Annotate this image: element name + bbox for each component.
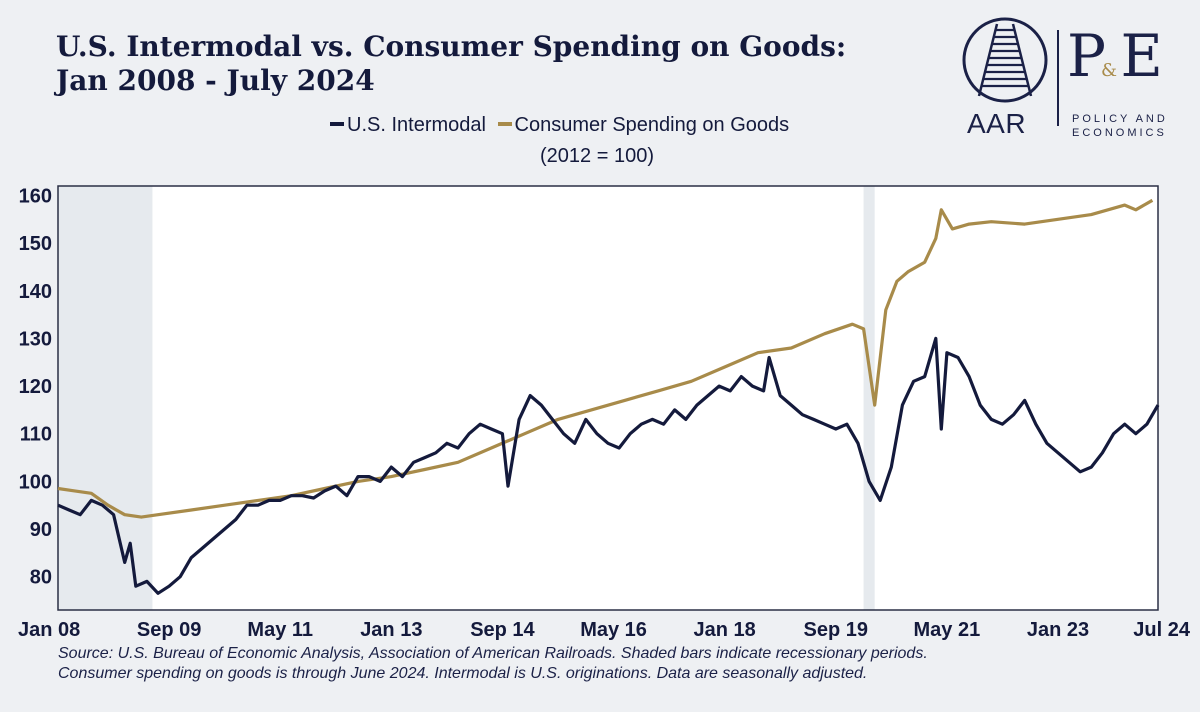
source-line-1: Source: U.S. Bureau of Economic Analysis…	[58, 645, 928, 662]
y-tick-label-130: 130	[19, 328, 52, 350]
x-tick-label-jul-24: Jul 24	[1133, 619, 1191, 641]
x-tick-label-may-16: May 16	[580, 619, 647, 641]
plot-frame	[57, 185, 1159, 611]
aar-track-emblem-icon	[962, 17, 1048, 103]
x-tick-label-may-21: May 21	[914, 619, 981, 641]
legend-swatch-consumer-spending	[497, 121, 512, 126]
series-line-u-s-intermodal	[57, 336, 1160, 595]
y-tick-label-110: 110	[20, 424, 52, 446]
y-tick-label-160: 160	[19, 186, 52, 208]
legend-swatch-intermodal	[330, 121, 344, 126]
pe-logo-subtitle: POLICY AND ECONOMICS	[1072, 112, 1182, 140]
legend-item-intermodal: U.S. Intermodal	[330, 114, 492, 136]
x-tick-label-jan-08: Jan 08	[18, 619, 80, 641]
recession-band-1	[863, 186, 875, 610]
x-tick-label-sep-14: Sep 14	[470, 619, 535, 641]
x-tick-label-jan-23: Jan 23	[1027, 619, 1089, 641]
y-tick-label-100: 100	[19, 471, 52, 493]
aar-pe-logo: AAR P E & POLICY AND ECONOMICS	[955, 14, 1180, 139]
pe-logo-sub-line-1: POLICY AND	[1072, 113, 1168, 125]
x-tick-label-sep-09: Sep 09	[137, 619, 201, 641]
legend-label-intermodal: U.S. Intermodal	[347, 114, 486, 136]
x-tick-label-sep-19: Sep 19	[804, 619, 868, 641]
x-tick-label-may-11: May 11	[247, 619, 313, 641]
aar-logo-text: AAR	[967, 108, 1027, 139]
x-tick-label-jan-18: Jan 18	[694, 619, 756, 641]
legend-label-consumer-spending: Consumer Spending on Goods	[514, 114, 790, 136]
y-tick-label-140: 140	[19, 281, 52, 303]
y-tick-label-120: 120	[19, 376, 52, 398]
title-line-1: U.S. Intermodal vs. Consumer Spending on…	[56, 30, 847, 63]
recession-band-0	[58, 186, 153, 610]
pe-logo-ampersand: &	[1101, 60, 1118, 81]
pe-logo-text: P E	[1067, 22, 1163, 90]
index-note: (2012 = 100)	[540, 145, 654, 167]
pe-logo-sub-line-2: ECONOMICS	[1072, 127, 1167, 139]
y-tick-label-90: 90	[30, 519, 52, 541]
title-line-2: Jan 2008 - July 2024	[56, 64, 375, 97]
logo-divider	[1057, 30, 1059, 126]
series-line-consumer-spending-on-goods	[57, 198, 1154, 519]
chart-title: U.S. Intermodal vs. Consumer Spending on…	[56, 30, 916, 98]
source-note: Source: U.S. Bureau of Economic Analysis…	[58, 644, 1178, 684]
legend-item-consumer-spending: Consumer Spending on Goods	[497, 114, 790, 136]
x-tick-label-jan-13: Jan 13	[360, 619, 422, 641]
y-tick-label-80: 80	[30, 567, 52, 589]
y-tick-label-150: 150	[19, 233, 52, 255]
plot-area	[58, 186, 1158, 610]
chart-legend: U.S. Intermodal Consumer Spending on Goo…	[330, 114, 795, 137]
source-line-2: Consumer spending on goods is through Ju…	[58, 665, 868, 682]
